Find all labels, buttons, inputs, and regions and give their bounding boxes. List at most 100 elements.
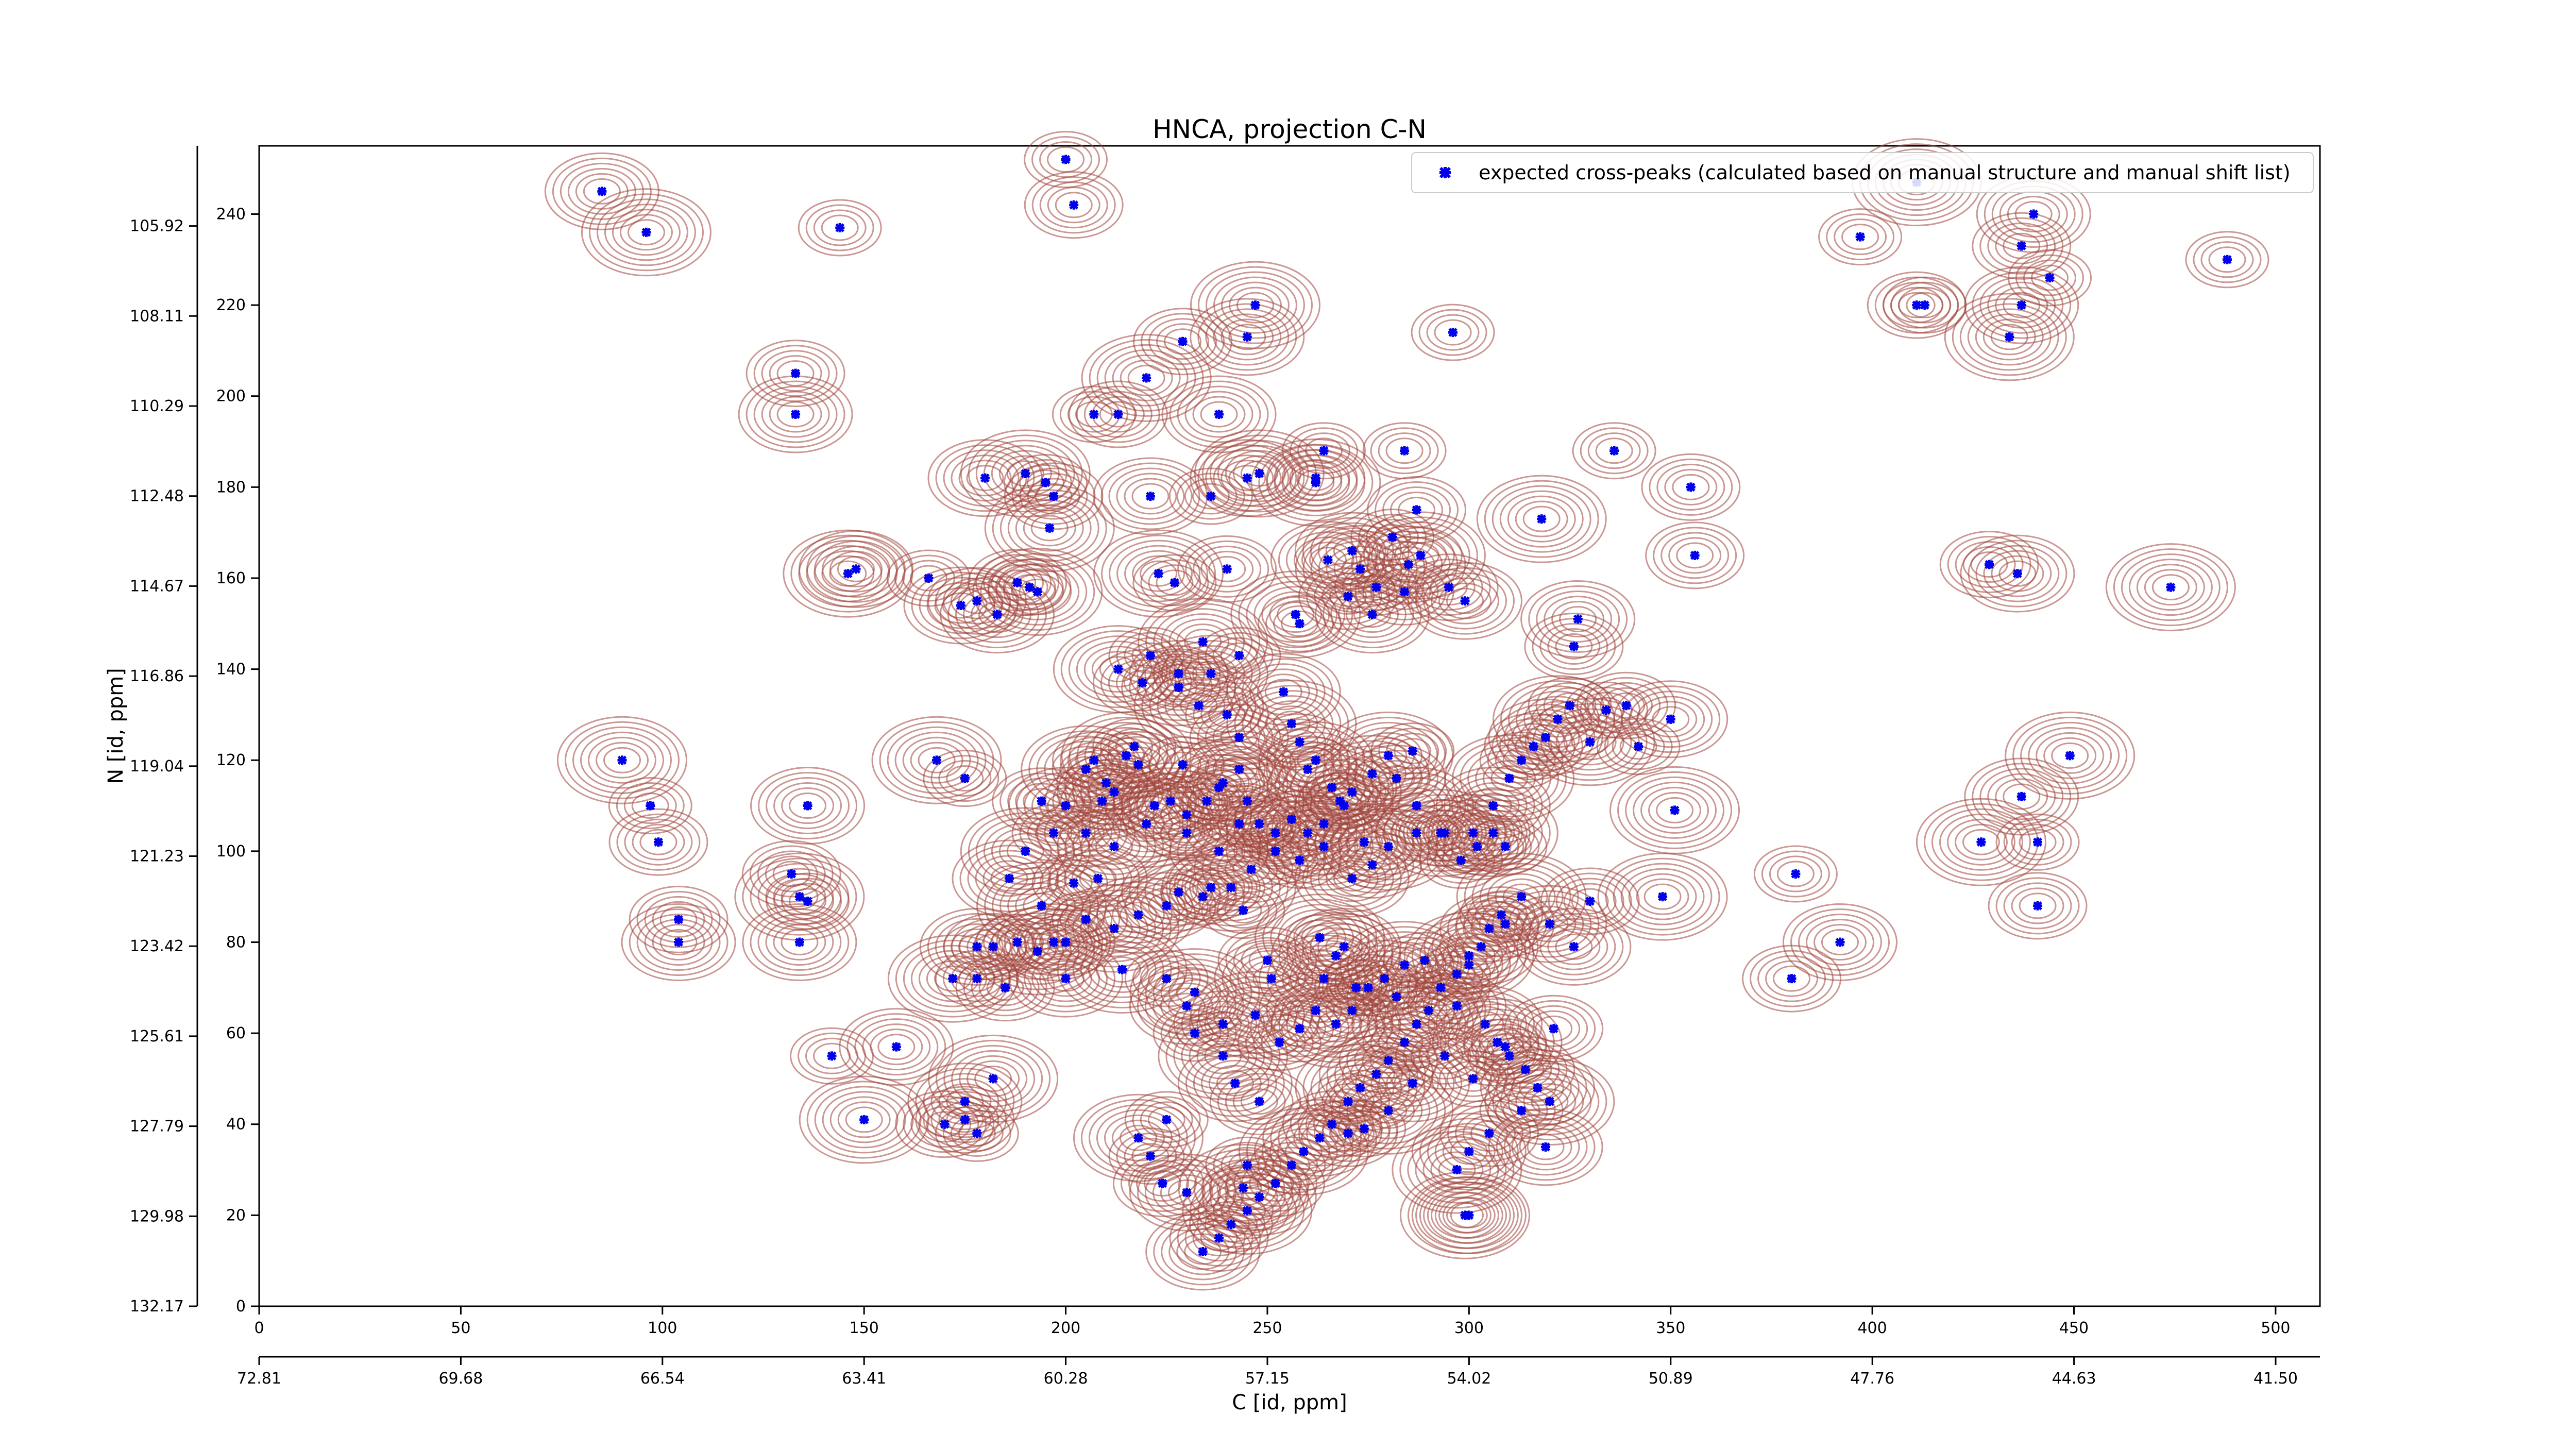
contour-ring (1177, 385, 1261, 443)
cross-peak-marker (972, 596, 982, 606)
cross-peak-marker (1476, 942, 1486, 952)
cross-peak-marker (1242, 1206, 1252, 1216)
cross-peak-marker (1400, 446, 1410, 456)
cross-peak-marker (1170, 578, 1179, 587)
contour-ring (1221, 460, 1274, 497)
contour-ring (845, 1106, 883, 1133)
contour-ring (1212, 805, 1266, 843)
contour-ring (1990, 324, 2028, 350)
contour-ring (1442, 1133, 1496, 1170)
cross-peak-marker (1500, 842, 1510, 852)
cross-peak-marker (1113, 664, 1123, 674)
contour-ring (1528, 677, 1612, 734)
contour-ring (1317, 942, 1355, 969)
contour-ring (1434, 941, 1503, 989)
contour-ring (758, 772, 858, 840)
contour-ring (998, 569, 1037, 596)
contour-ring (1221, 318, 1274, 356)
cross-peak-marker (1142, 819, 1151, 829)
contour-ring (1265, 705, 1318, 743)
x-tick-label: 500 (2261, 1319, 2290, 1337)
contour-ring (1648, 791, 1702, 829)
contour-ring (1035, 820, 1073, 847)
cross-peak-marker (2016, 241, 2026, 251)
contour-ring (805, 204, 874, 251)
cross-peak-marker (1145, 1151, 1155, 1161)
contour-ring (1551, 600, 1605, 637)
contour-ring (1101, 534, 1216, 613)
cross-peak-marker (1520, 1065, 1530, 1074)
contour-ring (1083, 391, 1153, 438)
contour-ring (1454, 1065, 1492, 1092)
contour-ring (749, 845, 834, 903)
contour-ring (769, 396, 822, 433)
y-ppm-tick-label: 105.92 (130, 217, 184, 235)
cross-peak-marker (1323, 555, 1333, 565)
cross-peak-marker (1117, 965, 1127, 974)
cross-peak-marker (1412, 828, 1421, 838)
cross-peak-marker (1448, 328, 1458, 338)
contour-ring (1841, 224, 1879, 250)
y-tick-label: 60 (226, 1024, 246, 1042)
cross-peak-marker (653, 837, 663, 847)
contour-ring (766, 777, 850, 835)
contour-ring (1991, 555, 2044, 592)
cross-peak-marker (1311, 478, 1320, 487)
cross-peak-marker (1069, 878, 1079, 888)
contour-ring (1124, 478, 1177, 515)
contour-ring (1132, 1096, 1201, 1143)
contour-ring (1024, 950, 1108, 1007)
cross-peak-marker (1400, 960, 1410, 970)
cross-peak-marker (1218, 1051, 1228, 1061)
cross-peak-marker (1202, 796, 1212, 806)
contour-ring (909, 565, 947, 592)
cross-peak-marker (794, 937, 804, 947)
contour-ring (1052, 731, 1136, 789)
contour-ring (1434, 319, 1472, 346)
cross-peak-marker (1061, 937, 1071, 947)
contour-ring (1192, 483, 1230, 510)
contour-ring (2011, 823, 2064, 861)
cross-peak-marker (1121, 751, 1131, 761)
contour-ring (1318, 1059, 1402, 1117)
x-ppm-tick-label: 50.89 (1649, 1370, 1693, 1388)
contour-ring (1484, 480, 1599, 558)
cross-peak-marker (1327, 783, 1337, 793)
contour-ring (1055, 192, 1093, 218)
x-axis-label: C [id, ppm] (1232, 1391, 1347, 1414)
contour-ring (967, 850, 1052, 907)
contour-ring (1185, 540, 1269, 598)
cross-peak-marker (1504, 773, 1514, 783)
cross-peak-marker (1855, 232, 1865, 242)
cross-peak-marker (835, 223, 845, 232)
contour-ring (1411, 917, 1527, 995)
cross-peak-marker (674, 915, 684, 924)
cross-peak-marker (2222, 255, 2232, 264)
contour-ring (1224, 897, 1262, 924)
cross-peak-marker (1182, 828, 1192, 838)
contour-ring (1278, 526, 1378, 594)
contour-ring (1782, 903, 1897, 981)
cross-peak-marker (1517, 892, 1527, 902)
cross-peak-marker (1363, 983, 1373, 992)
contour-ring (1408, 1176, 1523, 1254)
contour-ring (1438, 992, 1476, 1019)
cross-peak-marker (1037, 901, 1046, 911)
contour-ring (822, 1091, 906, 1149)
contour-ring (1003, 569, 1056, 606)
cross-peak-marker (641, 227, 651, 237)
cross-peak-marker (1194, 701, 1204, 711)
contour-ring (974, 1065, 1012, 1092)
cross-peak-marker (1912, 300, 1922, 310)
contour-ring (1640, 786, 1709, 834)
cross-peak-marker (1379, 974, 1389, 984)
cross-peak-marker (2166, 582, 2176, 592)
y-axis-index: 0 20 40 60 80 100 120 140 160 180 200 220 240 132.17 1… (130, 146, 259, 1316)
contour-ring (1024, 171, 1124, 239)
contour-ring (1466, 815, 1520, 852)
cross-peak-marker (1383, 842, 1393, 852)
cross-peak-marker (1255, 1097, 1264, 1106)
contour-ring (1257, 673, 1310, 711)
cross-peak-marker (932, 755, 942, 765)
contour-ring (1370, 427, 1439, 475)
